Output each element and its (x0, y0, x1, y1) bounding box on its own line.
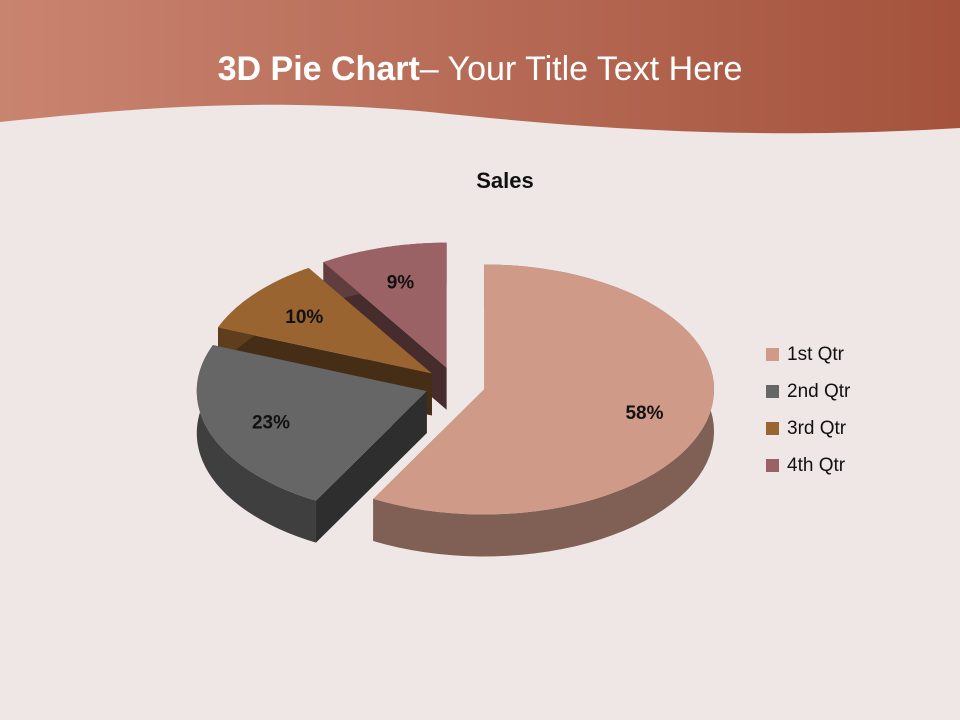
slice-outer-wall (196, 345, 316, 543)
legend-item: 3rd Qtr (766, 410, 850, 447)
header-band (0, 0, 960, 134)
slice-top (373, 264, 715, 515)
pie-slice-2: 23% (196, 345, 427, 543)
slice-outer-wall (373, 264, 715, 557)
data-label: 23% (252, 413, 290, 434)
slide-title: 3D Pie Chart– Your Title Text Here (217, 50, 743, 88)
chart-legend: 1st Qtr 2nd Qtr 3rd Qtr 4th Qtr (766, 336, 850, 484)
legend-swatch (766, 422, 779, 435)
slice-top (196, 345, 427, 501)
legend-item: 4th Qtr (766, 447, 850, 484)
legend-swatch (766, 348, 779, 361)
legend-swatch (766, 385, 779, 398)
slice-side-wall (315, 391, 427, 543)
data-label: 9% (387, 272, 415, 293)
slice-top (218, 267, 432, 374)
chart-title: Sales (476, 168, 534, 193)
legend-item: 2nd Qtr (766, 373, 850, 410)
pie-slice-1: 58% (373, 264, 715, 557)
slice-top (323, 242, 447, 368)
data-label: 58% (625, 403, 663, 424)
data-label: 10% (285, 307, 323, 328)
legend-item: 1st Qtr (766, 336, 850, 373)
legend-swatch (766, 459, 779, 472)
